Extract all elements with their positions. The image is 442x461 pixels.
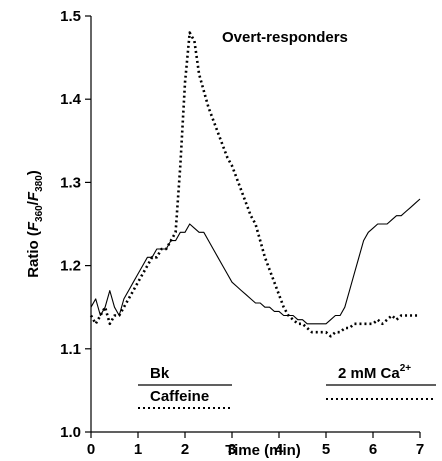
treatment-label-text: 2 mM Ca bbox=[338, 365, 400, 382]
x-tick-label: 0 bbox=[87, 441, 95, 458]
y-label-part: Ratio ( bbox=[25, 231, 42, 278]
y-label-part: 380 bbox=[34, 175, 45, 192]
y-tick-label: 1.4 bbox=[60, 91, 82, 108]
treatment-label: Bk bbox=[150, 365, 170, 382]
x-tick-label: 2 bbox=[181, 441, 189, 458]
data-line bbox=[89, 31, 420, 338]
treatment-label-text: Bk bbox=[150, 365, 170, 382]
x-tick-label: 1 bbox=[134, 441, 142, 458]
y-tick-label: 1.1 bbox=[60, 341, 81, 358]
treatment-label-text: Caffeine bbox=[150, 388, 209, 405]
y-label-part: F bbox=[25, 191, 42, 201]
y-tick-label: 1.3 bbox=[60, 174, 81, 191]
x-axis-label: Time (min) bbox=[225, 442, 301, 459]
x-tick-label: 3 bbox=[228, 441, 236, 458]
treatment-label: 2 mM Ca2+ bbox=[338, 363, 411, 382]
y-tick-label: 1.2 bbox=[60, 258, 81, 275]
y-label-part: 360 bbox=[34, 205, 45, 222]
y-tick-label: 1.0 bbox=[60, 424, 81, 441]
y-label-part: ) bbox=[25, 170, 42, 175]
y-tick-label: 1.5 bbox=[60, 8, 81, 25]
treatment-label-sup: 2+ bbox=[400, 363, 412, 374]
x-tick-label: 7 bbox=[416, 441, 424, 458]
treatment-label: Caffeine bbox=[150, 388, 209, 405]
y-label-part: F bbox=[25, 221, 42, 231]
data-line bbox=[90, 198, 421, 325]
chart-title: Overt-responders bbox=[222, 29, 348, 46]
y-label-part: / bbox=[25, 200, 42, 205]
y-axis-label: Ratio (F360/F380) bbox=[25, 170, 45, 278]
x-tick-label: 6 bbox=[369, 441, 377, 458]
x-tick-label: 4 bbox=[275, 441, 284, 458]
x-tick-label: 5 bbox=[322, 441, 330, 458]
